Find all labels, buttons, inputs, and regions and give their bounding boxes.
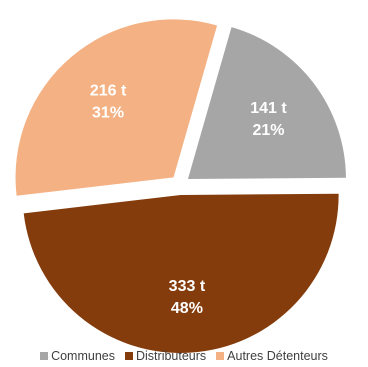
legend-entry-communes: Communes [40, 349, 115, 363]
pie-slice-distributeurs [23, 193, 339, 353]
pie-slice-autres-detenteurs [15, 19, 218, 196]
chart-legend: Communes Distributeurs Autres Détenteurs [0, 347, 368, 365]
legend-swatch-communes [40, 352, 49, 360]
legend-label-communes: Communes [51, 349, 115, 363]
data-label-percent-distributeurs: 48% [171, 300, 203, 317]
data-label-value-distributeurs: 333 t [169, 278, 206, 295]
legend-entry-distributeurs: Distributeurs [125, 349, 206, 363]
legend-label-distributeurs: Distributeurs [136, 349, 207, 363]
data-label-percent-communes: 21% [252, 122, 284, 139]
data-label-value-communes: 141 t [250, 100, 287, 117]
pie-slice-communes [187, 27, 346, 179]
legend-entry-autres-detenteurs: Autres Détenteurs [216, 349, 328, 363]
legend-swatch-distributeurs [125, 352, 133, 360]
legend-label-autres-detenteurs: Autres Détenteurs [227, 349, 328, 363]
data-label-value-autres-detenteurs: 216 t [90, 83, 127, 100]
legend-swatch-autres-detenteurs [216, 352, 225, 360]
data-label-percent-autres-detenteurs: 31% [92, 105, 124, 122]
